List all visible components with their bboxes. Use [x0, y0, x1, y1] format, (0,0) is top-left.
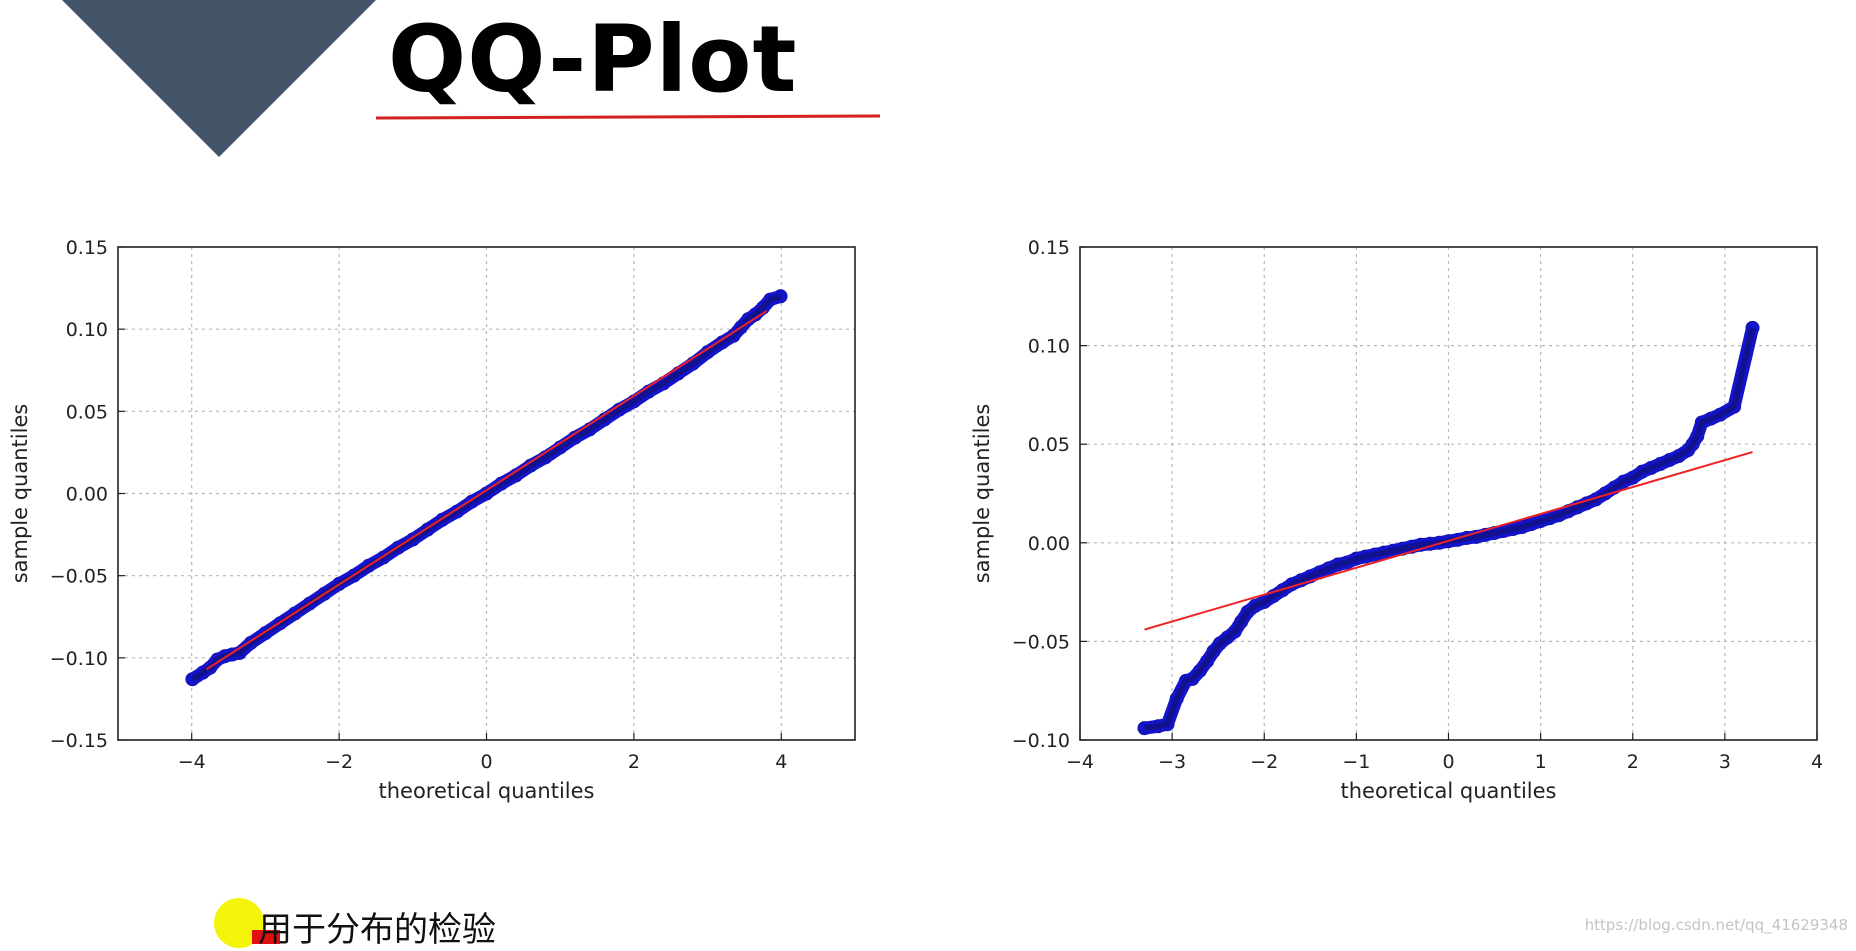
y-tick-label: 0.00 [1028, 533, 1070, 555]
x-tick-label: −4 [1066, 751, 1094, 773]
x-tick-label: −2 [1250, 751, 1278, 773]
y-tick-label: −0.10 [1012, 730, 1070, 752]
y-tick-label: 0.15 [1028, 237, 1070, 259]
y-tick-label: 0.05 [66, 401, 108, 423]
data-point-band-core [190, 293, 782, 682]
title-underline [376, 114, 880, 120]
x-tick-label: 0 [480, 751, 492, 773]
y-tick-label: 0.15 [66, 237, 108, 259]
x-tick-label: −3 [1158, 751, 1186, 773]
qq-plot-right: −4 −3 −2 −1 0 1 2 3 4 −0.10 −0.05 0.00 0.05 0.10 0.15 t… [962, 220, 1822, 820]
chart-svg: −4 −3 −2 −1 0 1 2 3 4 −0.10 −0.05 0.00 0.05 0.10 0.15 t… [970, 237, 1822, 803]
y-axis-label: sample quantiles [8, 404, 32, 584]
x-tick-label: −2 [325, 751, 353, 773]
y-tick-label: 0.05 [1028, 434, 1070, 456]
y-tick-label: −0.05 [50, 566, 108, 588]
x-tick-label: 3 [1719, 751, 1731, 773]
x-tick-label: 2 [628, 751, 640, 773]
corner-decoration [62, 0, 376, 157]
x-tick-label: 0 [1442, 751, 1454, 773]
x-tick-label: 1 [1535, 751, 1547, 773]
y-tick-label: −0.05 [1012, 631, 1070, 653]
x-tick-label: −1 [1342, 751, 1370, 773]
x-axis-label: theoretical quantiles [379, 779, 595, 803]
chart-svg: −4 −2 0 2 4 −0.15 −0.10 −0.05 0.00 0.05 0.10 0.15 th… [8, 237, 856, 803]
bullet-marker [252, 930, 280, 944]
x-tick-label: 4 [775, 751, 787, 773]
x-axis-label: theoretical quantiles [1341, 779, 1557, 803]
y-tick-label: 0.00 [66, 484, 108, 506]
fit-line [205, 310, 768, 671]
y-tick-label: −0.15 [50, 730, 108, 752]
corner-triangle [62, 0, 376, 157]
x-tick-label: 4 [1811, 751, 1822, 773]
x-tick-label: −4 [178, 751, 206, 773]
slide-title: QQ-Plot [388, 6, 798, 113]
y-tick-label: 0.10 [66, 319, 108, 341]
y-tick-label: 0.10 [1028, 336, 1070, 358]
qq-plot-left: −4 −2 0 2 4 −0.15 −0.10 −0.05 0.00 0.05 0.10 0.15 th… [0, 220, 860, 820]
y-axis-label: sample quantiles [970, 404, 994, 584]
fit-line [1144, 451, 1753, 631]
x-tick-label: 2 [1627, 751, 1639, 773]
bullet-text: 用于分布的检验 [258, 910, 496, 950]
y-tick-label: −0.10 [50, 648, 108, 670]
watermark: https://blog.csdn.net/qq_41629348 [1584, 916, 1848, 934]
